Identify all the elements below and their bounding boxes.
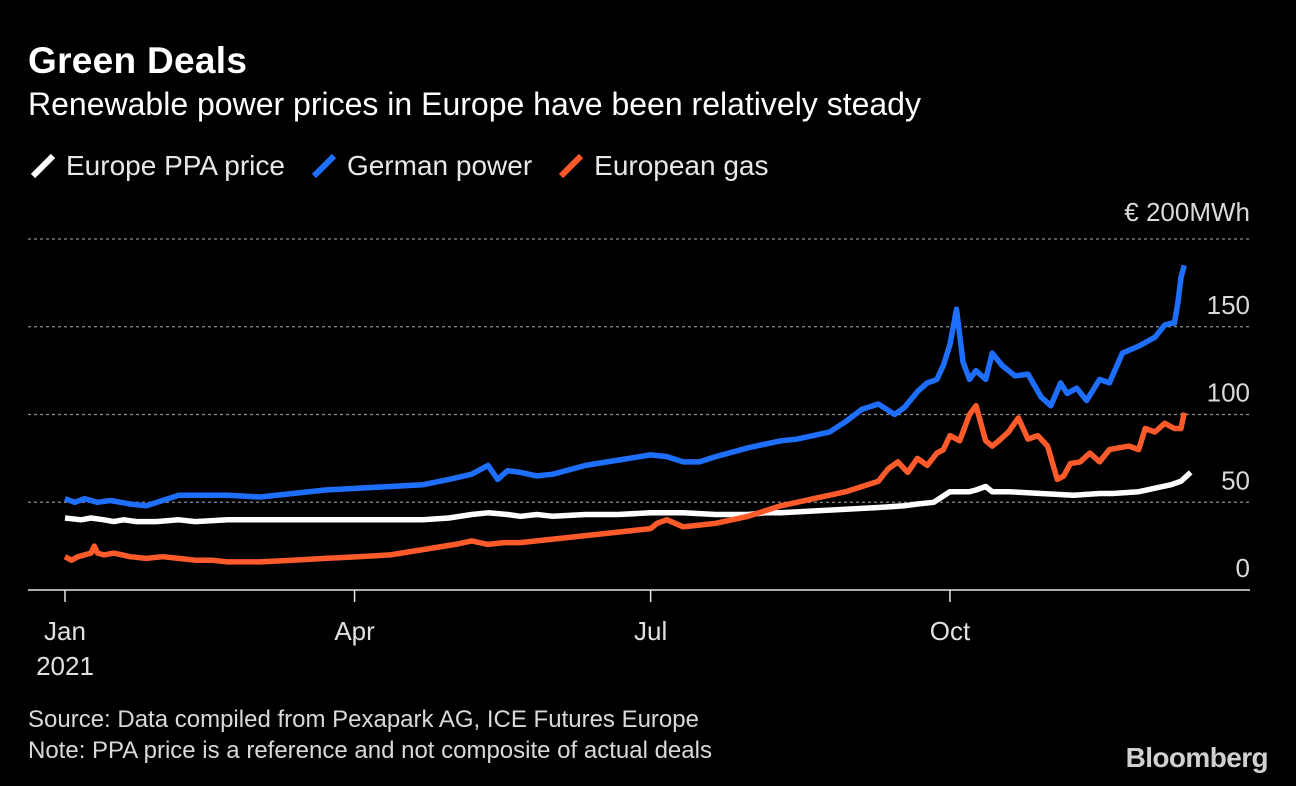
legend-swatch-european-gas-icon	[559, 153, 584, 179]
legend-swatch-ppa-icon	[30, 153, 56, 179]
series-line-europe-ppa-price	[64, 470, 1193, 525]
y-tick-label: 150	[1207, 290, 1250, 320]
chart-title: Green Deals	[28, 40, 248, 81]
chart-legend: Europe PPA price German power European g…	[28, 150, 793, 182]
legend-label-european-gas: European gas	[594, 150, 769, 181]
brand-logo: Bloomberg	[1125, 742, 1269, 773]
legend-item-european-gas: European gas	[556, 150, 769, 182]
y-tick-label: € 200MWh	[1124, 197, 1250, 227]
note-text: Note: PPA price is a reference and not c…	[28, 737, 712, 764]
legend-label-ppa: Europe PPA price	[66, 150, 285, 181]
x-tick-label: Jul	[634, 616, 667, 646]
legend-label-german-power: German power	[346, 150, 533, 181]
chart-subtitle: Renewable power prices in Europe have be…	[28, 86, 921, 122]
legend-item-german-power: German power	[309, 150, 532, 182]
footer-notes: Source: Data compiled from Pexapark AG, …	[28, 704, 712, 766]
series-line-european-gas	[63, 402, 1187, 565]
series-line-german-power	[64, 264, 1187, 509]
legend-swatch-german-power-icon	[311, 153, 337, 179]
y-tick-label: 0	[1236, 553, 1250, 583]
x-tick-sublabel: 2021	[36, 651, 94, 681]
y-tick-label: 100	[1207, 378, 1250, 408]
y-tick-label: 50	[1221, 465, 1250, 495]
x-tick-label: Jan	[44, 616, 86, 646]
x-tick-label: Apr	[334, 616, 375, 646]
legend-item-ppa: Europe PPA price	[28, 150, 285, 182]
x-tick-label: Oct	[930, 616, 971, 646]
source-note: Source: Data compiled from Pexapark AG, …	[28, 706, 699, 733]
